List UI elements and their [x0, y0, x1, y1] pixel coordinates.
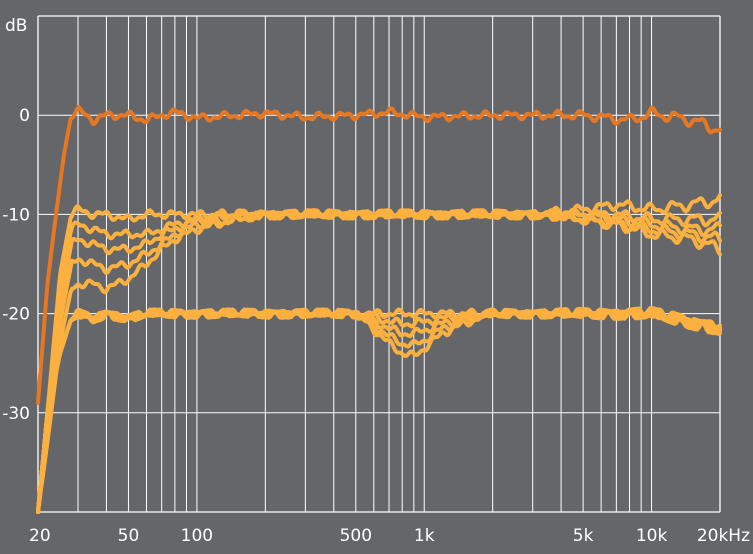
y-tick-label: -10 [2, 205, 30, 225]
x-tick-label: 5k [573, 526, 594, 546]
y-tick-label: -20 [2, 305, 30, 325]
series-line-11 [36, 306, 722, 514]
x-tick-label: 20 [29, 526, 51, 546]
x-tick-label: 1k [414, 526, 435, 546]
x-tick-label: 500 [340, 526, 372, 546]
series-line-6 [36, 208, 722, 514]
x-tick-label: 10k [636, 526, 668, 546]
x-tick-label: 50 [118, 526, 140, 546]
x-tick-label: 100 [181, 526, 213, 546]
y-tick-label: 0 [19, 106, 30, 126]
y-tick-label: -30 [2, 404, 30, 424]
y-axis-label: dB [5, 16, 27, 36]
tick-labels: 20 50 100 500 1k 5k 10k 20kHz 0 -10 -20 -30 [2, 106, 750, 546]
x-tick-label: 20kHz [697, 526, 750, 546]
series-line-1 [36, 105, 722, 405]
series-group [36, 105, 722, 514]
